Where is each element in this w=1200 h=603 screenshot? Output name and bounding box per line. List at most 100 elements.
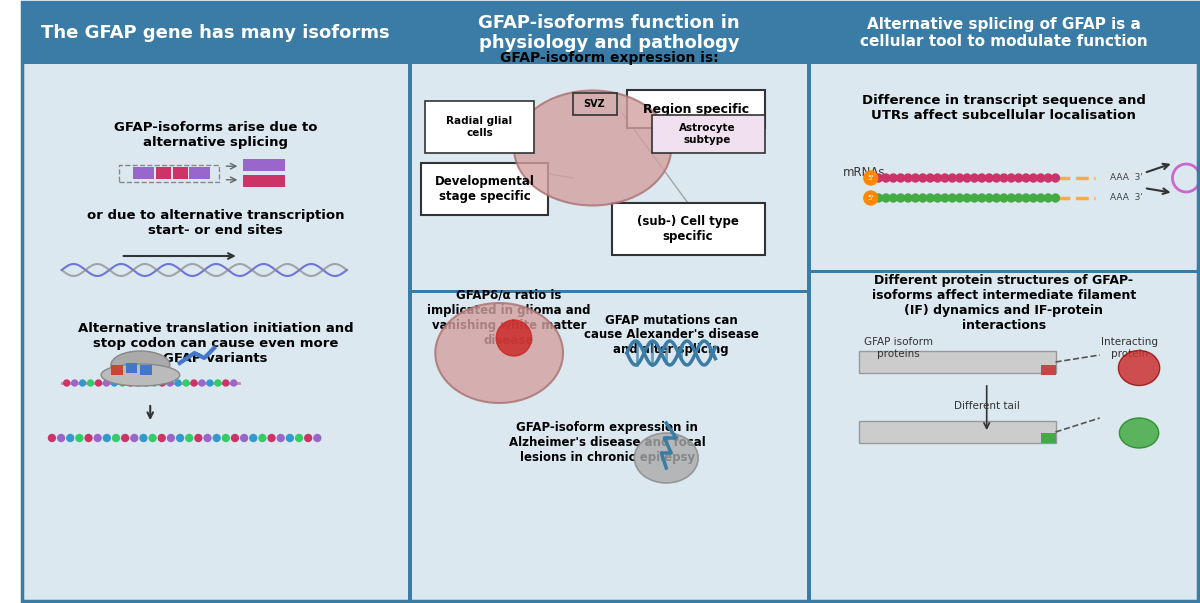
FancyBboxPatch shape [810, 2, 1198, 601]
Circle shape [934, 174, 942, 182]
Circle shape [131, 435, 138, 441]
Circle shape [259, 435, 266, 441]
Circle shape [79, 380, 85, 386]
Ellipse shape [635, 433, 698, 483]
Ellipse shape [101, 364, 180, 386]
Circle shape [72, 380, 78, 386]
Circle shape [167, 380, 173, 386]
FancyBboxPatch shape [140, 365, 152, 375]
FancyBboxPatch shape [810, 2, 1198, 64]
Circle shape [175, 380, 181, 386]
Circle shape [919, 174, 926, 182]
Circle shape [184, 380, 188, 386]
Text: GFAP-isoform expression is:: GFAP-isoform expression is: [500, 51, 719, 65]
Circle shape [971, 194, 978, 202]
FancyBboxPatch shape [859, 351, 1056, 373]
Circle shape [186, 435, 193, 441]
Circle shape [882, 174, 890, 182]
Circle shape [1030, 194, 1037, 202]
Circle shape [250, 435, 257, 441]
Circle shape [985, 174, 994, 182]
Circle shape [76, 435, 83, 441]
Circle shape [985, 194, 994, 202]
Text: 5': 5' [868, 175, 874, 181]
Circle shape [896, 194, 905, 202]
FancyBboxPatch shape [408, 2, 412, 601]
Circle shape [305, 435, 312, 441]
Circle shape [160, 380, 166, 386]
Circle shape [113, 435, 120, 441]
Circle shape [1044, 194, 1052, 202]
Circle shape [67, 435, 73, 441]
Circle shape [277, 435, 284, 441]
Ellipse shape [1120, 418, 1159, 448]
Circle shape [112, 380, 118, 386]
Circle shape [120, 380, 125, 386]
Text: AAA  3': AAA 3' [1110, 174, 1142, 183]
Text: mRNAs: mRNAs [842, 166, 886, 180]
FancyBboxPatch shape [242, 175, 284, 186]
Circle shape [1022, 194, 1030, 202]
FancyBboxPatch shape [626, 90, 764, 128]
Circle shape [1030, 174, 1037, 182]
FancyBboxPatch shape [133, 167, 154, 179]
Circle shape [896, 174, 905, 182]
Circle shape [971, 174, 978, 182]
Circle shape [168, 435, 174, 441]
Circle shape [955, 194, 964, 202]
Circle shape [314, 435, 320, 441]
Text: (sub-) Cell type
specific: (sub-) Cell type specific [637, 215, 739, 243]
Circle shape [904, 174, 912, 182]
Circle shape [964, 174, 971, 182]
Circle shape [1015, 194, 1022, 202]
Circle shape [934, 194, 942, 202]
Text: Alternative splicing of GFAP is a
cellular tool to modulate function: Alternative splicing of GFAP is a cellul… [860, 17, 1147, 49]
Circle shape [223, 380, 229, 386]
Circle shape [64, 380, 70, 386]
Text: Region specific: Region specific [643, 103, 749, 116]
Text: Different tail: Different tail [954, 401, 1020, 411]
Ellipse shape [514, 90, 671, 206]
Circle shape [191, 380, 197, 386]
FancyBboxPatch shape [806, 2, 811, 601]
Ellipse shape [110, 351, 170, 379]
Circle shape [497, 320, 532, 356]
Text: Developmental
stage specific: Developmental stage specific [434, 175, 534, 203]
Ellipse shape [1118, 350, 1159, 385]
Circle shape [875, 194, 882, 202]
FancyBboxPatch shape [810, 270, 1198, 273]
Circle shape [287, 435, 293, 441]
Circle shape [232, 435, 239, 441]
Text: Different protein structures of GFAP-
isoforms affect intermediate filament
(IF): Different protein structures of GFAP- is… [871, 274, 1136, 332]
Circle shape [1007, 194, 1015, 202]
FancyBboxPatch shape [652, 115, 764, 153]
Text: GFAPδ/α ratio is
implicated in glioma and
vanishing white matter
disease: GFAPδ/α ratio is implicated in glioma an… [427, 289, 590, 347]
FancyBboxPatch shape [110, 365, 122, 375]
FancyBboxPatch shape [1040, 433, 1056, 443]
Circle shape [919, 194, 926, 202]
Circle shape [214, 435, 220, 441]
Circle shape [992, 174, 1001, 182]
Text: GFAP mutations can
cause Alexander's disease
and alter splicing: GFAP mutations can cause Alexander's dis… [583, 314, 758, 356]
FancyBboxPatch shape [242, 159, 284, 171]
Circle shape [1044, 174, 1052, 182]
Circle shape [882, 194, 890, 202]
Circle shape [121, 435, 128, 441]
Circle shape [136, 380, 142, 386]
Circle shape [955, 174, 964, 182]
Text: GFAP-isoforms arise due to
alternative splicing: GFAP-isoforms arise due to alternative s… [114, 121, 317, 149]
Circle shape [904, 194, 912, 202]
Text: 5': 5' [868, 195, 874, 201]
Circle shape [127, 380, 133, 386]
Circle shape [204, 435, 211, 441]
Text: Difference in transcript sequence and
UTRs affect subcellular localisation: Difference in transcript sequence and UT… [862, 94, 1146, 122]
Circle shape [1000, 174, 1008, 182]
Circle shape [48, 435, 55, 441]
FancyBboxPatch shape [1040, 365, 1056, 375]
FancyBboxPatch shape [23, 2, 409, 601]
Circle shape [948, 194, 956, 202]
Ellipse shape [436, 303, 563, 403]
Circle shape [1007, 174, 1015, 182]
Circle shape [992, 194, 1001, 202]
Circle shape [941, 174, 949, 182]
